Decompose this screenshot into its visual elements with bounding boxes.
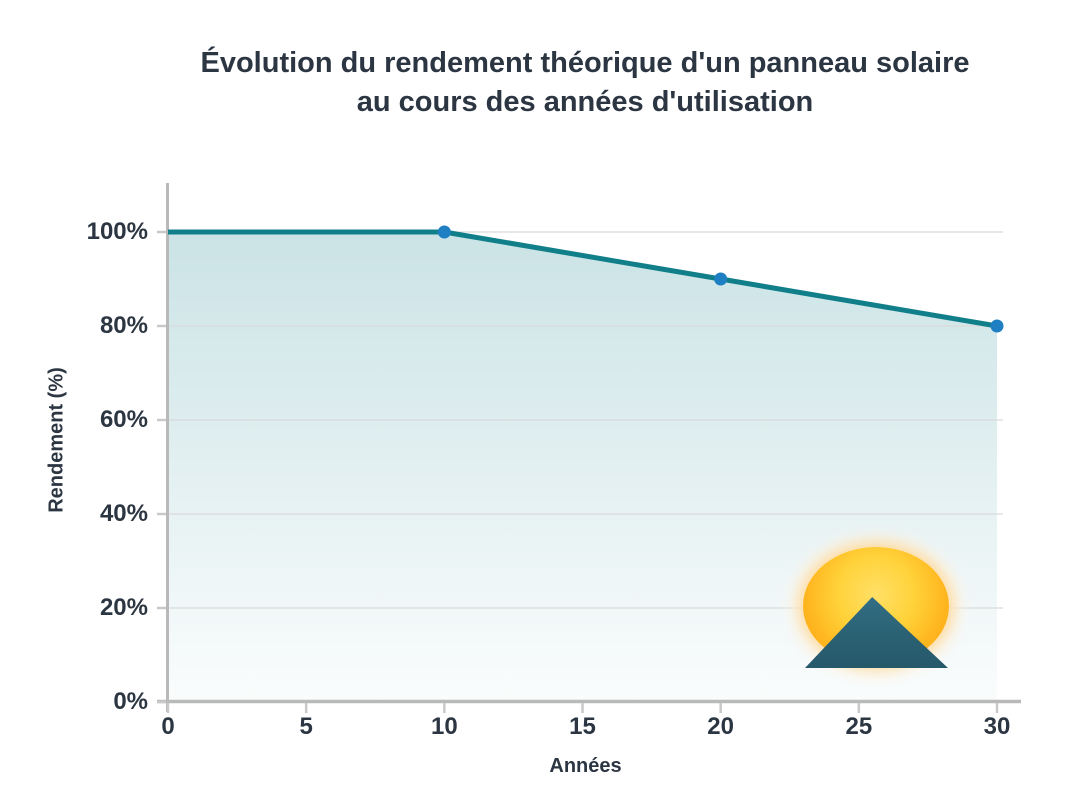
y-tick-label: 60% <box>99 406 148 433</box>
data-point <box>437 225 451 239</box>
x-axis-title: Années <box>549 755 622 777</box>
x-tick-label: 15 <box>569 713 596 740</box>
x-tick-label: 10 <box>430 713 458 740</box>
sun-mountain-logo <box>792 538 960 674</box>
y-tick-label: 80% <box>99 312 148 339</box>
y-tick-label: 100% <box>86 218 148 245</box>
x-tick-label: 20 <box>707 713 734 740</box>
x-tick-label: 0 <box>161 713 175 740</box>
data-line <box>168 229 998 329</box>
chart-title: Évolution du rendement théorique d'un pa… <box>95 44 1075 122</box>
x-tick-label: 25 <box>845 713 873 740</box>
x-tick-label: 5 <box>299 713 313 740</box>
data-point <box>714 272 728 286</box>
y-tick-label: 40% <box>99 500 148 527</box>
data-point <box>990 319 1004 333</box>
chart-title-line1: Évolution du rendement théorique d'un pa… <box>200 47 970 79</box>
y-axis-title: Rendement (%) <box>45 367 68 513</box>
y-tick-label: 20% <box>99 594 148 621</box>
chart-title-line2: au cours des années d'utilisation <box>356 86 814 118</box>
y-tick-label: 0% <box>113 688 148 715</box>
x-tick-label: 30 <box>983 713 1011 740</box>
area-fill <box>168 232 997 701</box>
